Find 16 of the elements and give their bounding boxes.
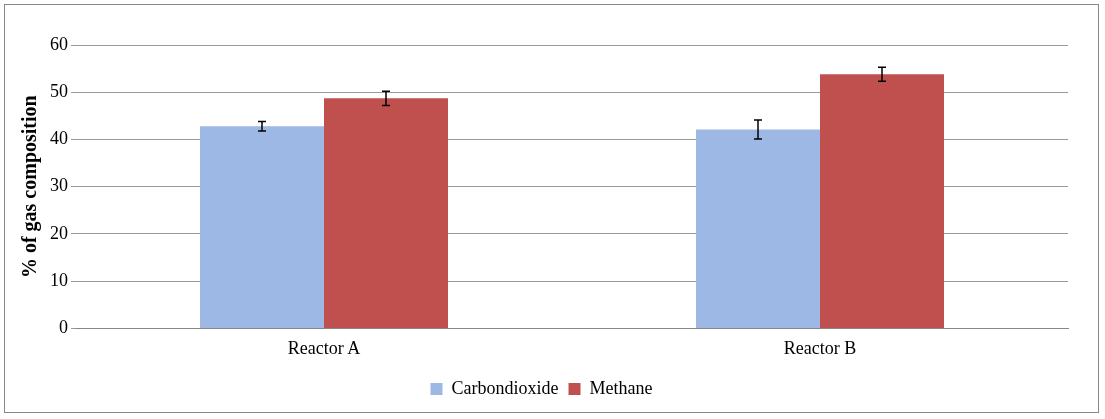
x-tick-label: Reactor B xyxy=(783,337,857,358)
y-tick-label: 60 xyxy=(50,33,68,54)
legend-label: Methane xyxy=(589,377,653,398)
bar xyxy=(820,74,944,328)
y-tick-label: 30 xyxy=(50,175,68,196)
bar xyxy=(324,98,448,328)
y-tick-label: 0 xyxy=(59,317,68,338)
y-tick-label: 40 xyxy=(50,128,68,149)
y-tick-label: 20 xyxy=(50,222,68,243)
legend-label: Carbondioxide xyxy=(451,377,559,398)
bar xyxy=(696,129,820,328)
y-tick-label: 10 xyxy=(50,269,68,290)
x-tick-label: Reactor A xyxy=(287,337,361,358)
y-axis-title: % of gas composition xyxy=(18,95,42,279)
y-tick-label: 50 xyxy=(50,80,68,101)
bar xyxy=(200,126,324,328)
